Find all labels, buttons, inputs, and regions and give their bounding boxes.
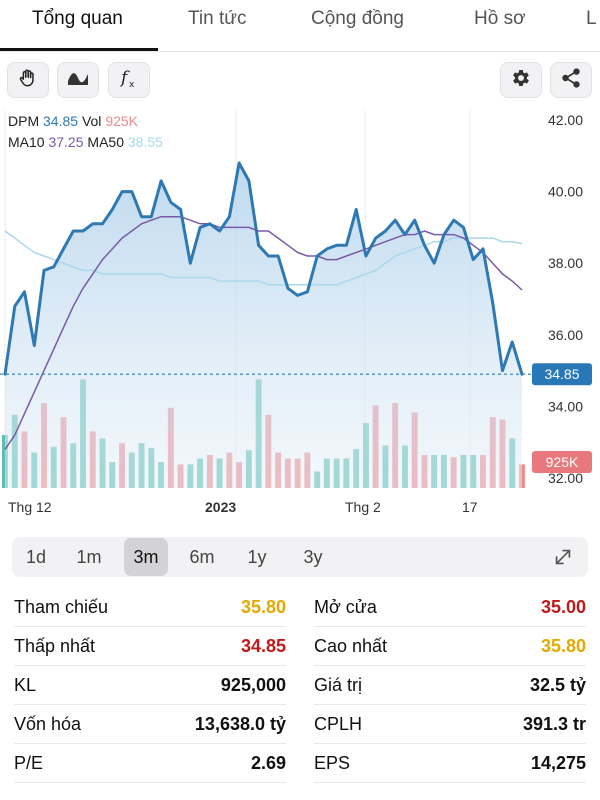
y-tick-label: 38.00 [548, 255, 583, 271]
stat-label: Thấp nhất [14, 636, 96, 656]
stat-label: Vốn hóa [14, 714, 82, 734]
volume-tag: 925K [532, 451, 592, 473]
x-tick-label: 17 [462, 499, 478, 515]
stat-pe: P/E 2.69 [14, 744, 286, 783]
stat-eps: EPS 14,275 [314, 744, 586, 783]
stat-value: 2.69 [250, 753, 286, 773]
stat-label: Cao nhất [314, 636, 388, 656]
stat-label: Giá trị [314, 675, 363, 695]
price-chart[interactable]: 42.00 40.00 38.00 36.00 34.00 32.00 Thg 12 202… [0, 105, 600, 525]
period-1d[interactable]: 1d [25, 547, 47, 567]
volume-bar [2, 434, 8, 488]
tab-community[interactable]: Cộng đồng [311, 8, 404, 29]
tab-news[interactable]: Tin tức [188, 8, 247, 29]
svg-text:f: f [119, 68, 130, 88]
x-tick-label: Thg 2 [345, 499, 381, 515]
price-chart-svg: 42.00 40.00 38.00 36.00 34.00 32.00 Thg 12 202… [0, 110, 592, 515]
legend-price-value: 34.85 [43, 113, 79, 129]
indicator-button[interactable]: f x [108, 62, 150, 98]
stat-value: 35.80 [540, 636, 586, 656]
legend-vol-label: Vol [81, 113, 102, 129]
legend-price: DPM 34.85 Vol 925K [8, 113, 138, 129]
legend-ma: MA10 37.25 MA50 38.55 [8, 134, 163, 150]
hand-icon [17, 67, 39, 94]
stat-low: Thấp nhất 34.85 [14, 627, 286, 666]
share-icon [560, 67, 582, 94]
hand-tool-button[interactable] [7, 62, 49, 98]
legend-symbol: DPM [8, 113, 40, 129]
y-tick-label: 36.00 [548, 327, 583, 343]
stat-market-cap: Vốn hóa 13,638.0 tỷ [14, 705, 286, 744]
svg-text:x: x [129, 80, 135, 90]
ma10-line [4, 215, 523, 450]
stat-value: 35.80 [240, 597, 286, 617]
stat-label: Tham chiếu [14, 597, 109, 617]
settings-button[interactable] [500, 62, 542, 98]
stat-value: 14,275 [530, 753, 586, 773]
stat-high: Cao nhất 35.80 [314, 627, 586, 666]
stat-value: 13,638.0 tỷ [194, 714, 286, 734]
period-1y[interactable]: 1y [247, 547, 267, 567]
price-tag-label: 34.85 [544, 366, 579, 382]
period-6m[interactable]: 6m [189, 547, 215, 567]
stat-label: CPLH [314, 714, 363, 734]
tab-overview[interactable]: Tổng quan [32, 8, 123, 29]
legend-ma10-value: 37.25 [48, 134, 84, 150]
period-3y[interactable]: 3y [303, 547, 323, 567]
chart-style-button[interactable] [57, 62, 99, 98]
tab-more[interactable]: L [586, 8, 597, 29]
ma50-line [4, 230, 523, 286]
stat-open: Mở cửa 35.00 [314, 588, 586, 627]
price-tag: 34.85 [532, 363, 592, 386]
stat-label: P/E [14, 753, 44, 773]
period-3m[interactable]: 3m [124, 538, 168, 576]
gear-icon [510, 67, 532, 94]
period-1m[interactable]: 1m [76, 547, 102, 567]
period-selector: 1d 1m 3m 6m 1y 3y [12, 537, 588, 577]
stat-value: 391.3 tr [522, 714, 586, 734]
stat-shares-outstanding: CPLH 391.3 tr [314, 705, 586, 744]
y-tick-label: 42.00 [548, 112, 583, 128]
top-tab-bar: Tổng quan Tin tức Cộng đồng Hồ sơ L [0, 0, 600, 52]
stat-volume: KL 925,000 [14, 666, 286, 705]
legend-ma10-label: MA10 [8, 134, 45, 150]
expand-icon[interactable] [552, 546, 574, 573]
share-button[interactable] [550, 62, 592, 98]
stat-reference: Tham chiếu 35.80 [14, 588, 286, 627]
x-tick-label: 2023 [205, 499, 236, 515]
tab-profile[interactable]: Hồ sơ [474, 8, 526, 29]
stat-label: Mở cửa [314, 597, 377, 617]
y-tick-label: 32.00 [548, 470, 583, 486]
price-area [5, 163, 522, 488]
legend-vol-value: 925K [105, 113, 139, 129]
stat-value: 925,000 [220, 675, 286, 695]
y-tick-label: 34.00 [548, 398, 583, 414]
active-tab-indicator [0, 48, 158, 51]
stat-value: 35.00 [540, 597, 586, 617]
y-tick-label: 40.00 [548, 184, 583, 200]
legend-ma50-value: 38.55 [127, 134, 163, 150]
function-icon: f x [117, 66, 141, 95]
volume-tag-label: 925K [546, 454, 579, 470]
stat-value: 32.5 tỷ [529, 675, 586, 695]
stat-label: KL [14, 675, 37, 695]
stat-trade-value: Giá trị 32.5 tỷ [314, 666, 586, 705]
legend-ma50-label: MA50 [87, 134, 124, 150]
wave-icon [65, 67, 91, 94]
stat-value: 34.85 [240, 636, 286, 656]
x-tick-label: Thg 12 [8, 499, 52, 515]
price-line [3, 161, 524, 376]
stat-label: EPS [314, 753, 351, 773]
